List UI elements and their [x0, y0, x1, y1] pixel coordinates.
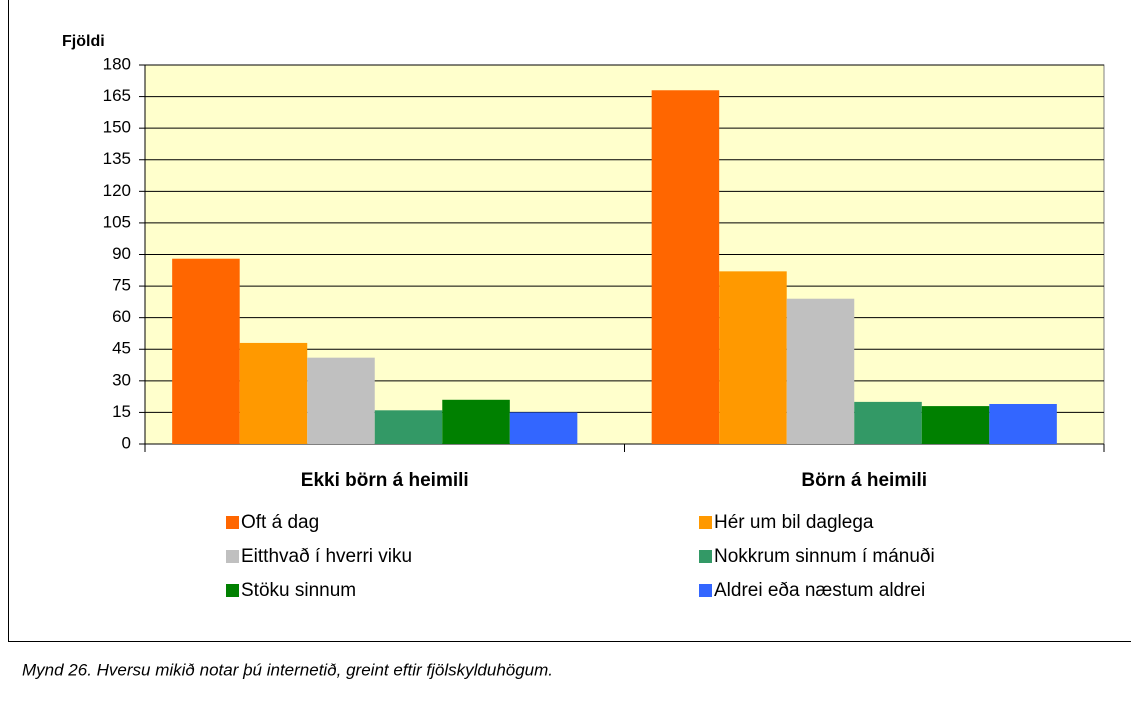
legend-swatch — [699, 584, 712, 597]
x-tick-label: Ekki börn á heimili — [301, 470, 469, 491]
bar — [442, 399, 510, 444]
bar — [989, 403, 1057, 444]
bar — [854, 401, 922, 444]
y-axis-label: Fjöldi — [62, 33, 105, 50]
legend-label: Oft á dag — [241, 512, 319, 533]
y-tick-label: 45 — [112, 339, 131, 358]
bar — [172, 258, 240, 444]
y-tick-label: 105 — [103, 212, 131, 231]
y-tick-label: 165 — [103, 86, 131, 105]
y-tick-label: 0 — [122, 433, 131, 452]
y-tick-label: 135 — [103, 149, 131, 168]
bar — [719, 271, 787, 444]
bar — [239, 342, 308, 444]
legend-label: Stöku sinnum — [241, 580, 356, 601]
y-tick-label: 180 — [103, 54, 131, 73]
legend-label: Eitthvað í hverri viku — [241, 546, 412, 567]
legend-swatch — [226, 584, 239, 597]
caption: Mynd 26. Hversu mikið notar þú interneti… — [22, 660, 553, 679]
x-tick-label: Börn á heimili — [801, 470, 927, 491]
legend-label: Nokkrum sinnum í mánuði — [714, 546, 935, 567]
y-tick-label: 120 — [103, 181, 131, 200]
bar — [786, 298, 855, 444]
legend-swatch — [226, 516, 239, 529]
legend-label: Aldrei eða næstum aldrei — [714, 580, 925, 601]
y-tick-label: 30 — [112, 370, 131, 389]
legend-label: Hér um bil daglega — [714, 512, 874, 533]
legend-swatch — [699, 516, 712, 529]
y-tick-label: 75 — [112, 276, 131, 295]
y-tick-label: 60 — [112, 307, 131, 326]
legend-swatch — [226, 550, 239, 563]
legend-swatch — [699, 550, 712, 563]
bar — [651, 90, 720, 445]
bar — [509, 412, 578, 444]
y-tick-label: 90 — [112, 244, 131, 263]
bar — [374, 410, 443, 444]
bar — [307, 357, 375, 444]
y-tick-label: 150 — [103, 118, 131, 137]
y-tick-label: 15 — [112, 402, 131, 421]
bar — [921, 406, 990, 444]
